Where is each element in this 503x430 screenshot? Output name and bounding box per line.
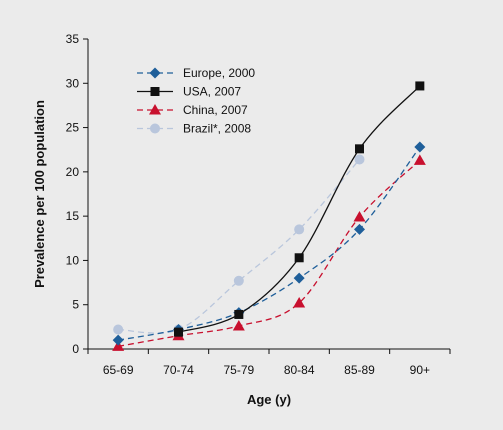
series-europe-2000 — [112, 141, 426, 346]
data-point — [234, 309, 244, 319]
data-point — [354, 154, 365, 165]
x-tick-label: 80-84 — [284, 363, 315, 377]
series-line — [118, 159, 421, 347]
series-line — [118, 159, 360, 334]
series-layer — [112, 81, 426, 351]
data-point — [294, 253, 304, 263]
y-tick-label: 0 — [72, 342, 79, 356]
x-axis-title: Age (y) — [247, 392, 291, 407]
legend-label: Brazil*, 2008 — [183, 122, 251, 136]
data-point — [233, 275, 244, 286]
data-point — [174, 327, 183, 337]
data-point — [354, 223, 365, 235]
series-usa-2007 — [174, 81, 425, 337]
legend-label: Europe, 2000 — [183, 66, 255, 80]
y-tick-label: 15 — [66, 209, 80, 223]
x-tick-label: 70-74 — [163, 363, 194, 377]
legend-label: China, 2007 — [183, 103, 248, 117]
legend-marker — [150, 87, 160, 96]
legend-item: Brazil*, 2008 — [137, 122, 251, 136]
legend-marker — [149, 104, 161, 115]
legend-item: Europe, 2000 — [137, 66, 255, 80]
legend: Europe, 2000 USA, 2007 China, 2007 Brazil*,… — [137, 66, 255, 136]
x-tick-label: 75-79 — [223, 363, 254, 377]
y-tick-label: 30 — [66, 76, 80, 90]
data-point — [413, 154, 426, 165]
data-point — [113, 324, 124, 335]
series-line — [118, 146, 421, 341]
data-point — [232, 319, 245, 331]
data-point — [112, 334, 124, 346]
x-tick-label: 85-89 — [344, 363, 375, 377]
axes: 0 5 10 15 20 25 30 35 65-69 70-74 75-79 80-84 85-89 9… — [66, 32, 451, 377]
x-tick-label: 65-69 — [103, 363, 134, 377]
data-point — [294, 224, 305, 235]
y-tick-label: 10 — [66, 253, 80, 267]
x-tick-label: 90+ — [410, 363, 430, 377]
legend-item: China, 2007 — [137, 103, 248, 117]
legend-label: USA, 2007 — [183, 85, 241, 99]
y-tick-label: 5 — [72, 298, 79, 312]
legend-marker — [150, 123, 160, 134]
series-china-2007 — [112, 154, 426, 351]
y-tick-label: 35 — [66, 32, 80, 46]
data-point — [415, 81, 425, 91]
legend-item: USA, 2007 — [137, 85, 241, 99]
legend-marker — [149, 67, 161, 79]
y-tick-label: 20 — [66, 165, 80, 179]
data-point — [293, 296, 306, 308]
data-point — [414, 141, 426, 153]
y-axis-title: Prevalence per 100 population — [32, 100, 47, 288]
data-point — [353, 211, 366, 222]
data-point — [293, 272, 305, 284]
y-tick-label: 25 — [66, 121, 80, 135]
data-point — [355, 144, 364, 154]
